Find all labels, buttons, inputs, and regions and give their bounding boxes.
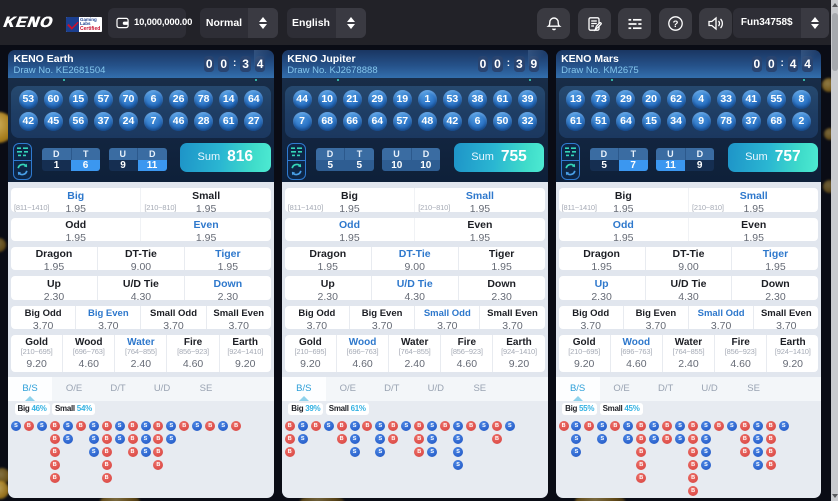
svg-text:?: ?	[672, 19, 678, 30]
